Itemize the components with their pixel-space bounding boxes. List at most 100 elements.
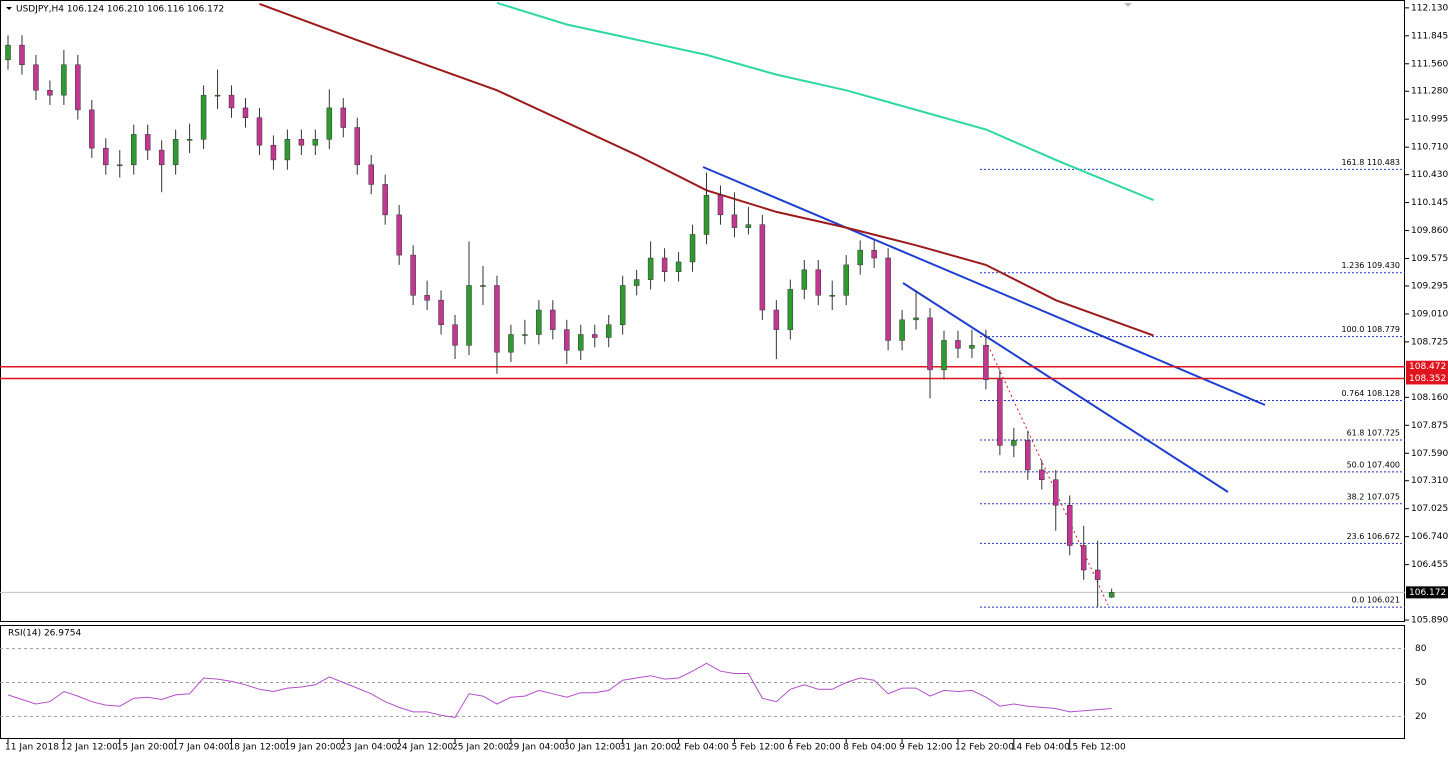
- x-tick-label: 5 Feb 12:00: [731, 743, 785, 753]
- rsi-line: [7, 662, 1112, 719]
- main-frame: [0, 0, 1405, 622]
- candle-body: [508, 334, 514, 353]
- rsi-tick-label: 20: [1415, 712, 1427, 722]
- candle-body: [438, 299, 444, 325]
- candle-body: [200, 94, 207, 140]
- candle-body: [144, 134, 151, 151]
- y-tick-label: 105.890: [1411, 616, 1448, 626]
- x-tick-label: 17 Jan 04:00: [173, 743, 230, 753]
- y-tick-label: 111.560: [1411, 59, 1448, 69]
- x-tick-label: 15 Jan 20:00: [117, 743, 174, 753]
- candle-body: [5, 44, 11, 61]
- x-tick-label: 2 Feb 04:00: [676, 743, 730, 753]
- candle-body: [256, 117, 263, 146]
- candle-body: [815, 269, 822, 296]
- candle-body: [801, 269, 808, 290]
- rsi-tick-label: 80: [1415, 644, 1427, 654]
- y-tick-label: 110.995: [1411, 115, 1448, 125]
- support-tag: [1406, 360, 1448, 373]
- candle-body: [913, 317, 919, 321]
- candle-body: [983, 345, 989, 380]
- y-tick-label: 109.295: [1411, 281, 1448, 291]
- candle-body: [605, 324, 612, 338]
- candle-body: [368, 164, 374, 185]
- candle-body: [186, 139, 193, 141]
- y-tick-label: 110.710: [1411, 143, 1448, 153]
- x-tick-label: 9 Feb 12:00: [899, 743, 953, 753]
- y-tick-label: 107.875: [1411, 421, 1448, 431]
- candle-body: [899, 319, 905, 341]
- candle-body: [298, 139, 305, 146]
- candle-body: [19, 44, 25, 66]
- candle-body: [494, 285, 500, 353]
- candle-body: [410, 254, 416, 296]
- candle-body: [33, 64, 39, 91]
- candle-body: [578, 334, 584, 351]
- candle-body: [522, 334, 528, 336]
- candle-body: [787, 289, 794, 330]
- rsi-tick-label: 50: [1415, 678, 1427, 688]
- candle-body: [396, 214, 402, 256]
- fib-label: 38.2 107.075: [1347, 492, 1400, 501]
- candle-body: [759, 224, 766, 311]
- x-tick-label: 19 Jan 20:00: [284, 743, 341, 753]
- candle-body: [550, 309, 556, 330]
- candle-body: [172, 139, 179, 166]
- candle-body: [619, 285, 626, 325]
- candle-body: [354, 127, 360, 166]
- candle-body: [857, 249, 863, 266]
- y-tick-label: 106.740: [1411, 532, 1448, 542]
- candle-body: [1094, 569, 1101, 581]
- candle-body: [326, 107, 333, 140]
- candle-body: [480, 285, 486, 287]
- x-tick-label: 14 Feb 04:00: [1011, 743, 1070, 753]
- chart-title: USDJPY,H4 106.124 106.210 106.116 106.17…: [16, 5, 224, 15]
- x-tick-label: 15 Feb 12:00: [1067, 743, 1126, 753]
- candle-body: [564, 329, 570, 351]
- candle-body: [1053, 479, 1059, 506]
- trend-line: [902, 282, 1229, 493]
- x-tick-label: 24 Jan 12:00: [396, 743, 453, 753]
- candle-body: [969, 345, 975, 349]
- support-label: 108.352: [1409, 374, 1446, 384]
- fib-label: 1.236 109.430: [1341, 261, 1400, 270]
- retracement-line: [987, 344, 1109, 606]
- support-tag: [1406, 372, 1448, 385]
- candle-body: [927, 317, 933, 371]
- current-price-tag: [1406, 586, 1448, 599]
- candle-body: [997, 379, 1003, 446]
- x-tick-label: 18 Jan 12:00: [229, 743, 286, 753]
- candle-body: [661, 257, 668, 273]
- candle-body: [647, 257, 654, 280]
- y-tick-label: 109.010: [1411, 309, 1448, 319]
- candle-body: [61, 64, 67, 96]
- candle-body: [1080, 545, 1087, 571]
- candle-body: [955, 340, 961, 349]
- candle-body: [1066, 505, 1073, 546]
- x-tick-label: 25 Jan 20:00: [452, 743, 509, 753]
- candle-body: [773, 309, 780, 330]
- moving-average: [259, 2, 1154, 337]
- rsi-label: RSI(14) 26.9754: [8, 629, 81, 639]
- candle-body: [871, 249, 877, 259]
- candle-body: [731, 214, 738, 228]
- candle-body: [536, 309, 542, 335]
- candle-body: [466, 285, 472, 346]
- fib-label: 0.0 106.021: [1352, 596, 1400, 605]
- y-tick-label: 108.160: [1411, 393, 1448, 403]
- candle-body: [1025, 440, 1031, 471]
- x-tick-label: 31 Jan 20:00: [620, 743, 677, 753]
- candle-body: [47, 90, 53, 96]
- y-tick-label: 107.590: [1411, 449, 1448, 459]
- candle-body: [745, 224, 752, 228]
- candle-body: [312, 139, 319, 146]
- y-tick-label: 107.310: [1411, 476, 1448, 486]
- candle-body: [452, 324, 458, 346]
- candle-body: [675, 261, 682, 273]
- fib-label: 161.8 110.483: [1341, 158, 1400, 167]
- candle-body: [843, 264, 849, 296]
- x-tick-label: 12 Jan 12:00: [61, 743, 118, 753]
- candle-body: [885, 257, 891, 341]
- candle-body: [1039, 469, 1045, 480]
